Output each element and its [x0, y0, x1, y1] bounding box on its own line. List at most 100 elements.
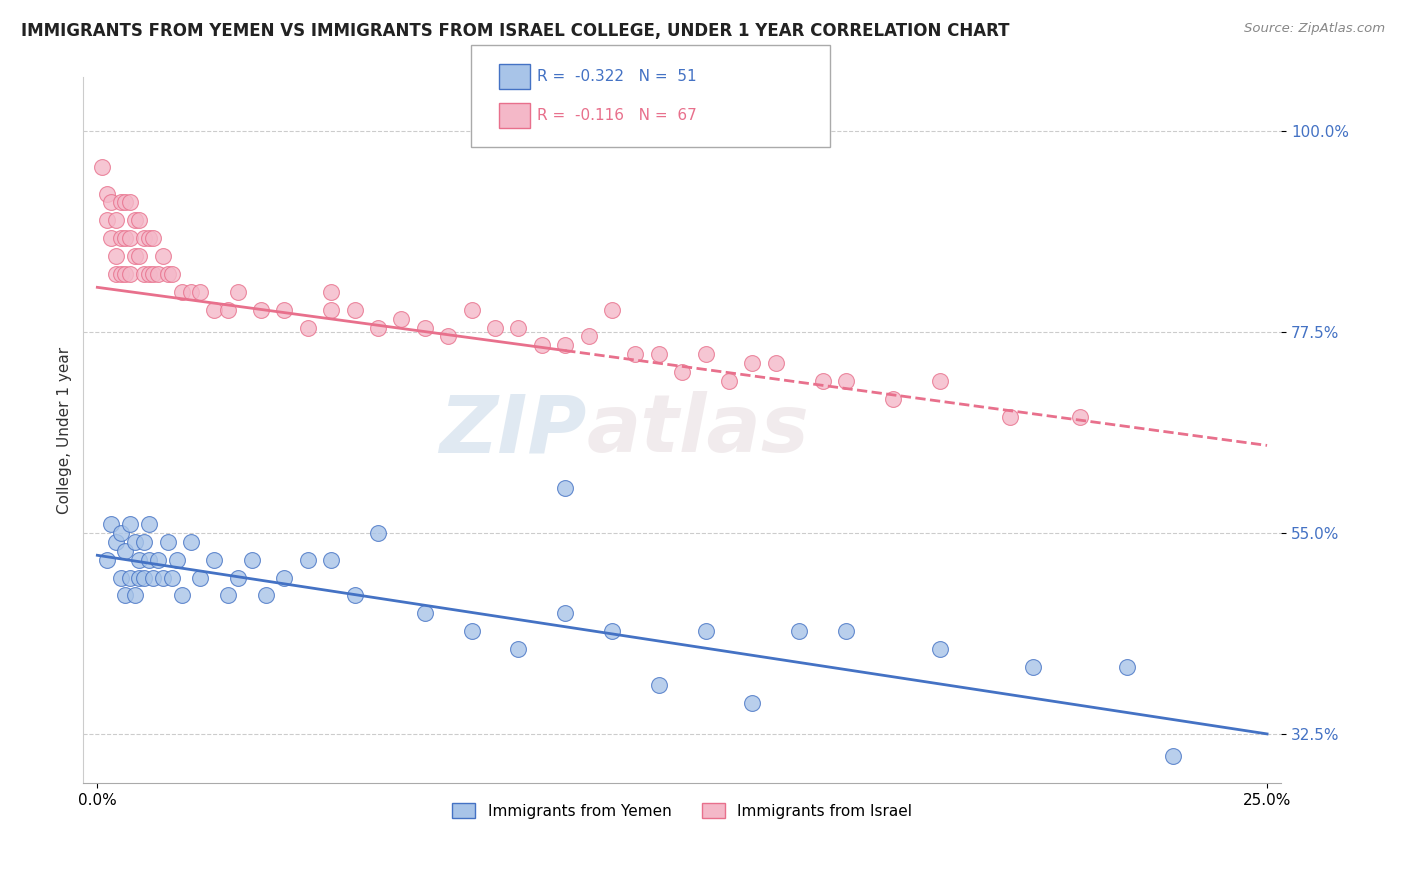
Point	[741, 356, 763, 370]
Point	[695, 624, 717, 639]
Point	[124, 249, 146, 263]
Point	[217, 302, 239, 317]
Point	[1115, 660, 1137, 674]
Point	[114, 195, 136, 210]
Point	[105, 267, 128, 281]
Point	[142, 231, 165, 245]
Point	[114, 267, 136, 281]
Point	[530, 338, 553, 352]
Point	[134, 267, 156, 281]
Point	[138, 516, 160, 531]
Point	[460, 624, 482, 639]
Point	[343, 589, 366, 603]
Point	[100, 195, 122, 210]
Point	[100, 516, 122, 531]
Point	[96, 553, 118, 567]
Point	[254, 589, 277, 603]
Point	[297, 553, 319, 567]
Point	[413, 320, 436, 334]
Point	[1163, 749, 1185, 764]
Point	[765, 356, 787, 370]
Point	[998, 409, 1021, 424]
Point	[114, 231, 136, 245]
Point	[124, 534, 146, 549]
Point	[134, 571, 156, 585]
Point	[120, 267, 142, 281]
Point	[160, 571, 183, 585]
Text: atlas: atlas	[586, 392, 808, 469]
Point	[110, 525, 132, 540]
Point	[138, 553, 160, 567]
Text: Source: ZipAtlas.com: Source: ZipAtlas.com	[1244, 22, 1385, 36]
Point	[128, 553, 150, 567]
Point	[273, 571, 295, 585]
Point	[600, 624, 623, 639]
Point	[114, 589, 136, 603]
Point	[156, 267, 179, 281]
Point	[928, 374, 950, 388]
Point	[1069, 409, 1091, 424]
Point	[152, 249, 174, 263]
Point	[717, 374, 740, 388]
Point	[105, 249, 128, 263]
Point	[413, 607, 436, 621]
Point	[321, 302, 343, 317]
Point	[226, 285, 249, 299]
Point	[240, 553, 263, 567]
Point	[391, 311, 413, 326]
Point	[578, 329, 600, 343]
Point	[96, 186, 118, 201]
Point	[170, 285, 193, 299]
Point	[367, 320, 389, 334]
Point	[138, 231, 160, 245]
Point	[128, 213, 150, 227]
Point	[460, 302, 482, 317]
Y-axis label: College, Under 1 year: College, Under 1 year	[58, 347, 72, 514]
Point	[120, 571, 142, 585]
Point	[188, 285, 211, 299]
Point	[134, 231, 156, 245]
Point	[297, 320, 319, 334]
Point	[146, 267, 169, 281]
Point	[367, 525, 389, 540]
Legend: Immigrants from Yemen, Immigrants from Israel: Immigrants from Yemen, Immigrants from I…	[446, 797, 918, 825]
Point	[648, 678, 671, 692]
Point	[1022, 660, 1045, 674]
Point	[695, 347, 717, 361]
Point	[170, 589, 193, 603]
Point	[105, 534, 128, 549]
Point	[202, 302, 225, 317]
Point	[142, 267, 165, 281]
Point	[508, 642, 530, 657]
Point	[217, 589, 239, 603]
Point	[835, 624, 858, 639]
Point	[882, 392, 904, 406]
Point	[508, 320, 530, 334]
Point	[624, 347, 647, 361]
Point	[110, 267, 132, 281]
Point	[124, 213, 146, 227]
Point	[180, 285, 202, 299]
Text: R =  -0.322   N =  51: R = -0.322 N = 51	[537, 70, 697, 84]
Point	[180, 534, 202, 549]
Point	[741, 696, 763, 710]
Point	[146, 553, 169, 567]
Point	[160, 267, 183, 281]
Point	[250, 302, 273, 317]
Point	[120, 195, 142, 210]
Point	[226, 571, 249, 585]
Point	[202, 553, 225, 567]
Point	[484, 320, 506, 334]
Text: ZIP: ZIP	[439, 392, 586, 469]
Point	[554, 607, 576, 621]
Point	[128, 249, 150, 263]
Text: IMMIGRANTS FROM YEMEN VS IMMIGRANTS FROM ISRAEL COLLEGE, UNDER 1 YEAR CORRELATIO: IMMIGRANTS FROM YEMEN VS IMMIGRANTS FROM…	[21, 22, 1010, 40]
Text: R =  -0.116   N =  67: R = -0.116 N = 67	[537, 108, 697, 122]
Point	[648, 347, 671, 361]
Point	[437, 329, 460, 343]
Point	[928, 642, 950, 657]
Point	[124, 589, 146, 603]
Point	[134, 534, 156, 549]
Point	[554, 338, 576, 352]
Point	[321, 285, 343, 299]
